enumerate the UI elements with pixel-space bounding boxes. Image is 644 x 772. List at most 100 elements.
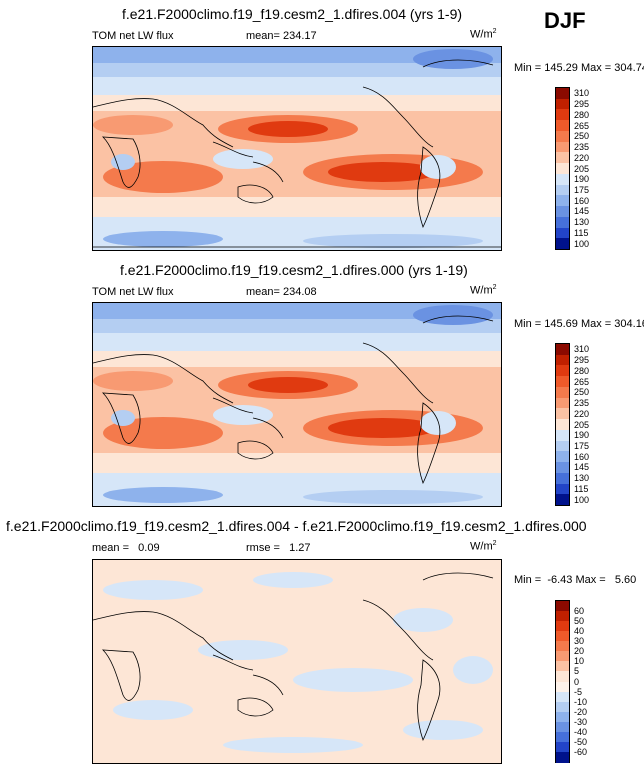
colorbar-tick-label: 130 [574,473,590,484]
colorbar-box [556,238,569,250]
colorbar-tick-label: 190 [574,430,590,441]
colorbar-box [556,354,569,366]
panel-3-map [92,559,502,764]
panel-3-title: f.e21.F2000climo.f19_f19.cesm2_1.dfires.… [6,518,587,534]
colorbar-box [556,376,569,388]
panel-2-variable-label: TOM net LW flux [92,286,174,298]
colorbar-box [556,88,569,100]
colorbar-box [556,631,569,642]
colorbar-tick-label: 190 [574,174,590,185]
colorbar-box [556,721,569,733]
colorbar-box [556,195,569,207]
panel-3-mean-label: mean = 0.09 [92,542,160,554]
colorbar-box [556,365,569,377]
colorbar-box [556,408,569,420]
colorbar-tick-label: 5 [574,666,580,677]
colorbar-box [556,621,569,632]
panel-1-variable-label: TOM net LW flux [92,30,174,42]
panel-1-units: W/m2 [470,28,497,41]
colorbar-box [556,741,569,753]
colorbar-tick-label: 40 [574,626,585,637]
colorbar-box [556,751,569,763]
colorbar-box [556,483,569,495]
colorbar-tick-label: 100 [574,494,590,505]
colorbar-tick-label: 220 [574,152,590,163]
colorbar-box [556,344,569,356]
colorbar-box [556,227,569,239]
colorbar-tick-label: 235 [574,142,590,153]
colorbar-tick-label: 265 [574,376,590,387]
colorbar-tick-label: 205 [574,419,590,430]
panel-2-title: f.e21.F2000climo.f19_f19.cesm2_1.dfires.… [120,262,468,278]
colorbar-box [556,661,569,672]
colorbar-tick-label: 235 [574,398,590,409]
colorbar-tick-label: 310 [574,344,590,355]
panel-2-minmax: Min = 145.69 Max = 304.16 [514,318,644,330]
colorbar-tick-label: 0 [574,676,580,687]
colorbar-box [556,216,569,229]
panel-2-units: W/m2 [470,284,497,297]
colorbar-box [556,109,569,121]
colorbar-box [556,494,569,506]
panel-1-colorbar [555,87,570,250]
colorbar-tick-label: 265 [574,120,590,131]
colorbar-tick-label: 220 [574,408,590,419]
colorbar-tick-label: 295 [574,99,590,110]
colorbar-tick-label: 60 [574,606,585,617]
colorbar-tick-label: 115 [574,227,589,238]
panel-1-title: f.e21.F2000climo.f19_f19.cesm2_1.dfires.… [121,6,463,22]
colorbar-tick-label: -20 [574,706,588,717]
colorbar-tick-label: 310 [574,88,590,99]
panel-3-colorbar [555,600,570,763]
colorbar-box [556,120,569,132]
colorbar-box [556,691,569,703]
colorbar-tick-label: -40 [574,726,588,737]
colorbar-box [556,163,569,175]
colorbar-box [556,141,569,153]
colorbar-tick-label: 50 [574,616,585,627]
colorbar-box [556,701,569,713]
colorbar-box [556,462,569,474]
colorbar-box [556,601,569,612]
colorbar-box [556,386,569,399]
panel-2-map [92,302,502,507]
panel-3-rmse-label: rmse = 1.27 [246,542,311,554]
colorbar-tick-label: 160 [574,451,590,462]
colorbar-box [556,451,569,463]
season-label: DJF [544,8,586,33]
colorbar-tick-label: -5 [574,686,583,697]
colorbar-box [556,130,569,143]
panel-3-units: W/m2 [470,540,497,553]
colorbar-box [556,397,569,409]
colorbar-box [556,173,569,186]
colorbar-box [556,429,569,442]
panel-3-minmax: Min = -6.43 Max = 5.60 [514,574,637,586]
colorbar-tick-label: 130 [574,217,590,228]
panel-1-mean-label: mean= 234.17 [246,30,317,42]
colorbar-tick-label: 175 [574,184,590,195]
colorbar-tick-label: 20 [574,646,585,657]
colorbar-box [556,206,569,218]
colorbar-box [556,731,569,743]
colorbar-tick-label: 145 [574,206,590,217]
colorbar-tick-label: -60 [574,746,588,757]
colorbar-tick-label: -50 [574,736,588,747]
colorbar-tick-label: 250 [574,131,590,142]
panel-1-map [92,46,502,251]
colorbar-box [556,611,569,622]
colorbar-tick-label: 160 [574,195,590,206]
colorbar-box [556,671,569,682]
panel-2-mean-label: mean= 234.08 [246,286,317,298]
colorbar-tick-label: 175 [574,440,590,451]
colorbar-box [556,98,569,110]
colorbar-box [556,641,569,652]
colorbar-box [556,651,569,662]
colorbar-box [556,152,569,164]
colorbar-tick-label: 280 [574,365,590,376]
panel-2-colorbar [555,343,570,506]
colorbar-box [556,681,569,693]
panel-1-minmax: Min = 145.29 Max = 304.74 [514,62,644,74]
colorbar-tick-label: 145 [574,462,590,473]
colorbar-tick-label: 250 [574,387,590,398]
colorbar-box [556,184,569,196]
